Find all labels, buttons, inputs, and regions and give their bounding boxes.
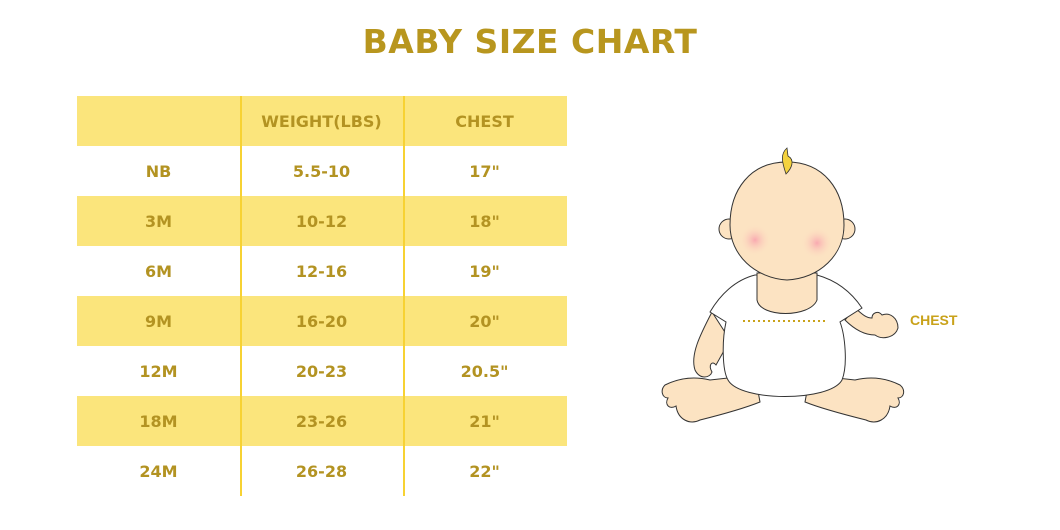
chest-cell: 21" [469, 411, 500, 431]
size-cell: 3M [144, 211, 173, 231]
weight-cell: 10-12 [295, 211, 348, 231]
table-row: NB 5.5-10 17" [77, 146, 567, 196]
size-cell: 12M [139, 361, 178, 381]
size-cell: 9M [144, 311, 173, 331]
chest-cell: 22" [469, 461, 500, 481]
header-cell: WEIGHT(LBS) [261, 111, 382, 131]
table-header: WEIGHT(LBS) CHEST [77, 96, 567, 146]
weight-cell: 5.5-10 [292, 161, 351, 181]
weight-cell: 20-23 [295, 361, 348, 381]
size-cell: 24M [139, 461, 178, 481]
size-cell: NB [145, 161, 172, 181]
table-row: 3M 10-12 18" [77, 196, 567, 246]
chest-label: CHEST [910, 312, 958, 328]
column-divider [240, 96, 242, 496]
weight-cell: 26-28 [295, 461, 348, 481]
chest-cell: 18" [469, 211, 500, 231]
table-row: 18M 23-26 21" [77, 396, 567, 446]
size-table: WEIGHT(LBS) CHEST NB 5.5-10 17" 3M 10-12… [77, 96, 567, 496]
table-row: 9M 16-20 20" [77, 296, 567, 346]
table-row: 6M 12-16 19" [77, 246, 567, 296]
chest-cell: 20.5" [460, 361, 509, 381]
size-cell: 18M [139, 411, 178, 431]
column-divider [403, 96, 405, 496]
weight-cell: 23-26 [295, 411, 348, 431]
header-cell [77, 96, 240, 146]
baby-illustration-icon [661, 147, 905, 423]
weight-cell: 12-16 [295, 261, 348, 281]
page-title: BABY SIZE CHART [362, 22, 698, 61]
chest-cell: 20" [469, 311, 500, 331]
chest-cell: 17" [469, 161, 500, 181]
chest-cell: 19" [469, 261, 500, 281]
table-row: 12M 20-23 20.5" [77, 346, 567, 396]
header-cell: CHEST [455, 111, 514, 131]
size-cell: 6M [144, 261, 173, 281]
table-row: 24M 26-28 22" [77, 446, 567, 496]
weight-cell: 16-20 [295, 311, 348, 331]
